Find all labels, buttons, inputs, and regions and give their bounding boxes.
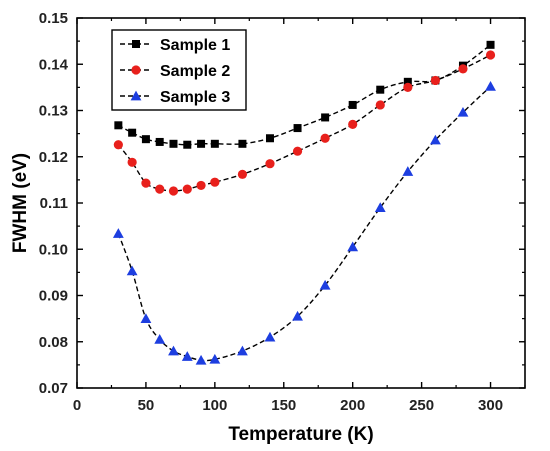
x-tick-label: 150 (271, 397, 296, 414)
x-tick-label: 200 (340, 397, 365, 414)
data-point (376, 85, 385, 94)
x-tick-label: 250 (409, 397, 434, 414)
data-point (128, 128, 137, 137)
data-point (114, 121, 123, 130)
data-point (140, 313, 152, 323)
data-point (320, 133, 330, 143)
y-tick-label: 0.09 (39, 288, 68, 305)
data-point (486, 40, 495, 49)
data-point (348, 100, 357, 109)
y-tick-label: 0.08 (39, 334, 68, 351)
data-point (197, 139, 206, 148)
series-line-3 (117, 85, 492, 362)
data-point (210, 177, 220, 187)
data-point (265, 159, 275, 169)
data-point (485, 81, 496, 91)
series-markers-3 (112, 81, 496, 365)
data-point (209, 353, 221, 364)
data-point (141, 135, 150, 144)
y-tick-label: 0.14 (39, 56, 69, 73)
legend-item-2: Sample 2 (120, 63, 230, 80)
x-tick-label: 100 (202, 397, 227, 414)
data-point (348, 119, 358, 129)
y-tick-labels: 0.07 0.08 0.09 0.10 0.11 0.12 0.13 0.14 0.15 (39, 10, 69, 397)
data-point (113, 140, 123, 150)
data-point (265, 134, 274, 143)
data-point (112, 228, 124, 238)
data-point (430, 134, 441, 145)
data-point (237, 169, 248, 179)
data-point (347, 241, 359, 252)
data-point (210, 139, 219, 148)
data-point (292, 146, 303, 156)
data-point (319, 279, 331, 290)
legend: Sample 1 Sample 2 Sample 3 (111, 29, 247, 111)
x-axis-title: Temperature (K) (228, 424, 373, 445)
legend-marker (130, 90, 142, 101)
y-tick-label: 0.15 (39, 10, 68, 27)
y-tick-label: 0.13 (39, 103, 68, 120)
y-tick-label: 0.11 (40, 195, 68, 212)
data-point (181, 351, 193, 361)
data-point (485, 50, 496, 60)
data-point (402, 166, 414, 176)
axis-ticks (76, 17, 526, 389)
x-tick-label: 300 (478, 397, 503, 414)
y-tick-label: 0.12 (39, 149, 68, 166)
legend-label: Sample 1 (160, 37, 230, 54)
data-point (403, 82, 413, 92)
data-point (403, 77, 412, 86)
data-point (374, 202, 386, 212)
data-point (154, 334, 166, 344)
data-point (321, 113, 330, 122)
legend-item-3: Sample 3 (120, 89, 230, 106)
data-point (127, 157, 137, 167)
series-markers (112, 40, 496, 365)
data-point (168, 345, 179, 356)
data-point (141, 178, 151, 188)
data-point (183, 140, 192, 149)
legend-label: Sample 3 (160, 89, 230, 106)
data-point (293, 124, 302, 133)
data-point (182, 184, 192, 194)
series-markers-1 (114, 40, 495, 149)
data-point (168, 186, 179, 196)
data-point (457, 106, 469, 117)
data-point (238, 139, 247, 148)
series-markers-2 (113, 50, 496, 196)
data-point (264, 331, 276, 342)
y-axis-title: FWHM (eV) (10, 153, 31, 253)
legend-label: Sample 2 (160, 63, 230, 80)
y-tick-label: 0.10 (39, 241, 68, 258)
data-point (155, 137, 164, 146)
data-point (375, 100, 385, 110)
data-point (195, 354, 207, 365)
x-tick-label: 50 (138, 397, 155, 414)
data-point (458, 64, 468, 74)
data-point (169, 139, 178, 148)
y-tick-label: 0.07 (39, 380, 68, 397)
data-point (237, 345, 248, 356)
legend-marker (131, 65, 141, 75)
data-point (126, 265, 138, 276)
data-point (155, 184, 165, 194)
x-tick-labels: 0 50 100 150 200 250 300 (73, 397, 503, 414)
data-point (196, 180, 206, 191)
data-point (430, 75, 440, 86)
data-point (292, 310, 303, 321)
legend-item-1: Sample 1 (120, 37, 230, 54)
legend-marker (132, 40, 140, 48)
x-tick-label: 0 (73, 397, 81, 414)
